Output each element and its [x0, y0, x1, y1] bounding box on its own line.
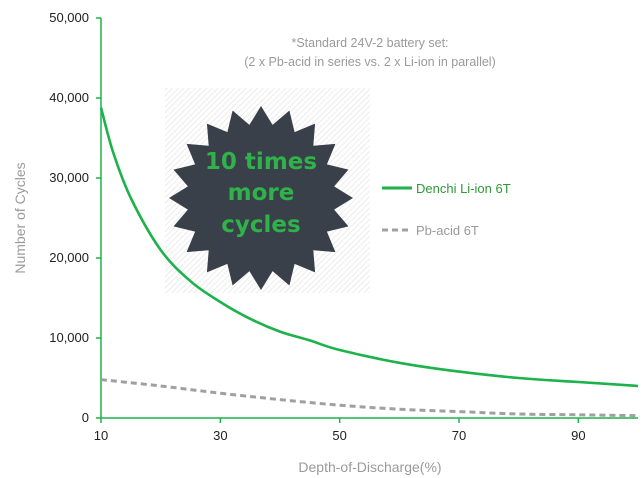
- y-tick-label: 40,000: [49, 90, 89, 105]
- series-layer: [99, 107, 639, 418]
- x-tick-label: 70: [452, 428, 466, 443]
- x-tick-label: 30: [213, 428, 227, 443]
- y-tick-label: 20,000: [49, 250, 89, 265]
- starburst-badge: [169, 106, 353, 290]
- y-tick-label: 30,000: [49, 170, 89, 185]
- note-line-2: (2 x Pb-acid in series vs. 2 x Li-ion in…: [244, 55, 496, 69]
- y-axis-ticks: 0 10,000 20,000 30,000 40,000 50,000: [49, 10, 101, 425]
- x-tick-label: 10: [94, 428, 108, 443]
- x-axis-ticks: 10 30 50 70 90: [94, 418, 586, 443]
- y-tick-label: 0: [82, 410, 89, 425]
- x-tick-label: 50: [332, 428, 346, 443]
- x-tick-label: 90: [571, 428, 585, 443]
- series-line-denchi-li-ion: [99, 107, 639, 388]
- badge-line-2: more: [228, 180, 295, 206]
- series-line-pb-acid: [100, 378, 639, 418]
- x-axis-title: Depth-of-Discharge(%): [298, 459, 441, 475]
- y-tick-label: 10,000: [49, 330, 89, 345]
- y-axis-title: Number of Cycles: [12, 162, 28, 273]
- badge-line-3: cycles: [221, 212, 300, 238]
- legend-label-pb-acid: Pb-acid 6T: [416, 223, 479, 238]
- legend: Denchi Li-ion 6T Pb-acid 6T: [382, 181, 511, 238]
- y-tick-label: 50,000: [49, 10, 89, 25]
- legend-label-denchi: Denchi Li-ion 6T: [416, 181, 511, 196]
- note-line-1: *Standard 24V-2 battery set:: [291, 36, 448, 50]
- badge-line-1: 10 times: [205, 149, 317, 175]
